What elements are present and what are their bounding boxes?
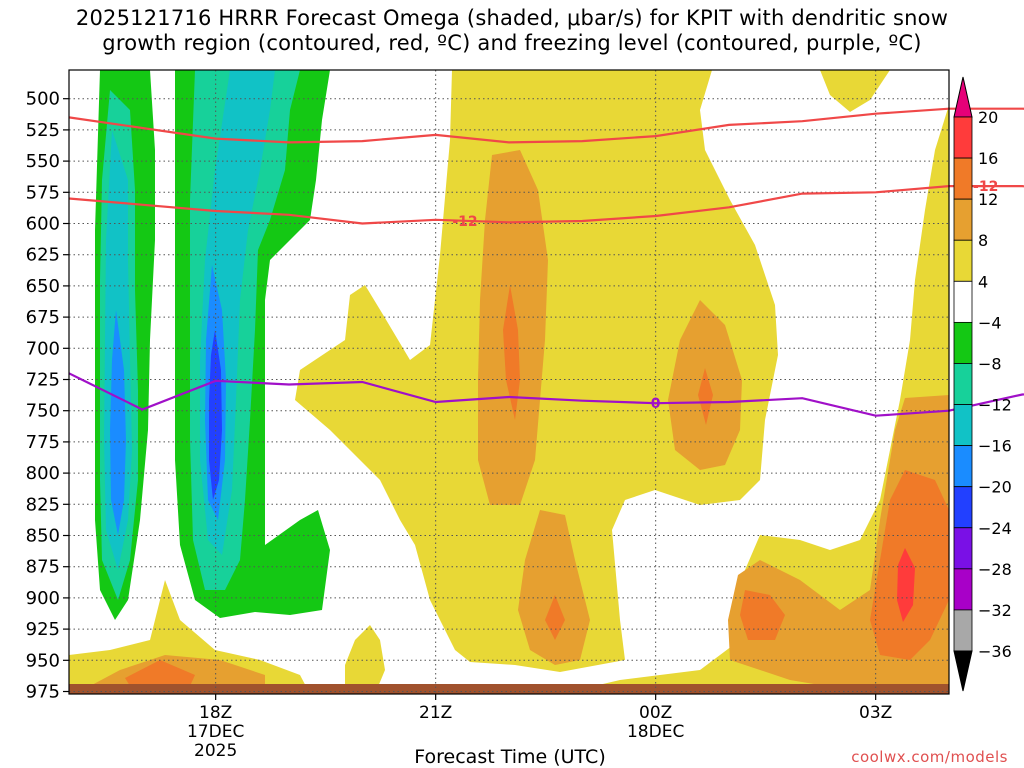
y-tick-label: 825: [26, 494, 60, 515]
x-tick-label: 18DEC: [627, 722, 684, 742]
colorbar-label: 16: [978, 149, 998, 168]
y-tick-label: 650: [26, 276, 60, 297]
plot-area: -18-12-120 50052555057560062565067570072…: [26, 69, 1024, 761]
colorbar-label: −12: [978, 396, 1012, 415]
colorbar-label: −20: [978, 478, 1012, 497]
colorbar-top-arrow: [953, 76, 973, 118]
colorbar-swatch: [953, 280, 973, 323]
contour-line: [68, 372, 1024, 417]
x-tick-label: 21Z: [419, 703, 452, 723]
omega-shade-deepblue: [209, 330, 222, 500]
omega-shade-yellow-right: [560, 105, 949, 694]
y-axis: 500 525 550 575 600 625 650 675 700 725 750 775 800 8…: [26, 89, 69, 703]
y-tick-label: 750: [26, 401, 60, 422]
y-tick-label: 875: [26, 557, 60, 578]
colorbar-label: 8: [978, 231, 988, 250]
omega-shade-blue-left: [110, 310, 126, 535]
y-tick-label: 950: [26, 650, 60, 671]
colorbar-label: 12: [978, 190, 998, 209]
colorbar-label: −4: [978, 313, 1002, 332]
x-tick-label: 03Z: [859, 703, 892, 723]
x-tick-label: 18Z: [199, 703, 232, 723]
omega-shade-deep-orange-5: [740, 590, 785, 640]
title-line-1: 2025121716 HRRR Forecast Omega (shaded, …: [75, 6, 949, 30]
temperature-contours: -18-12-120: [68, 107, 1024, 417]
contour-label: -12: [973, 179, 998, 195]
colorbar-swatch: [953, 527, 973, 570]
colorbar-label: 4: [978, 272, 988, 291]
colorbar-swatch: [953, 198, 973, 241]
colorbar-label: −24: [978, 519, 1012, 538]
gridlines: [69, 70, 949, 694]
y-tick-label: 600: [26, 214, 60, 235]
colorbar-swatch: [953, 239, 973, 282]
y-tick-label: 500: [26, 89, 60, 110]
y-tick-label: 725: [26, 370, 60, 391]
y-tick-label: 675: [26, 307, 60, 328]
colorbar-label: −36: [978, 642, 1012, 661]
plot-frame: [68, 69, 950, 695]
y-tick-label: 775: [26, 432, 60, 453]
y-tick-label: 550: [26, 151, 60, 172]
colorbar-swatch: [953, 609, 973, 652]
chart-title: 2025121716 HRRR Forecast Omega (shaded, …: [0, 6, 1024, 56]
y-tick-label: 925: [26, 619, 60, 640]
x-axis: 18Z17DEC202521Z00Z18DEC03Z06Z09Z: [187, 694, 892, 761]
y-tick-label: 525: [26, 120, 60, 141]
x-tick-label: 17DEC: [187, 722, 244, 742]
contour-label: -12: [452, 214, 477, 230]
contour-line: [68, 107, 1024, 144]
colorbar-label: −8: [978, 354, 1002, 373]
y-tick-label: 975: [26, 682, 60, 703]
x-tick-label: 00Z: [639, 703, 672, 723]
colorbar-swatch: [953, 321, 973, 364]
omega-shade-yellow-left: [69, 580, 310, 694]
colorbar: 20 16 12 8 4 −4 −8 −12 −16 −20 −24 −28 −32 −36: [953, 76, 1012, 692]
colorbar-swatch: [953, 486, 973, 529]
y-tick-label: 700: [26, 338, 60, 359]
colorbar-bottom-arrow: [953, 650, 973, 692]
omega-shade-orange-3: [518, 510, 590, 665]
contour-label: 0: [651, 396, 661, 412]
credit-text: coolwx.com/models: [851, 748, 1008, 766]
contour-line: [68, 185, 1024, 225]
y-tick-label: 800: [26, 463, 60, 484]
colorbar-swatch: [953, 116, 973, 159]
x-tick-label: 2025: [194, 741, 237, 761]
omega-shade-yellow-small: [345, 625, 385, 694]
omega-shading: [69, 70, 949, 694]
omega-shade-deep-orange-1: [503, 285, 520, 420]
colorbar-swatch: [953, 568, 973, 611]
omega-shade-yellow-upper-right: [820, 70, 890, 112]
y-tick-label: 900: [26, 588, 60, 609]
colorbar-label: 20: [978, 108, 998, 127]
terrain-band: [69, 684, 949, 694]
colorbar-label: −28: [978, 560, 1012, 579]
y-tick-label: 850: [26, 526, 60, 547]
x-axis-label: Forecast Time (UTC): [414, 746, 606, 768]
colorbar-swatch: [953, 404, 973, 447]
y-tick-label: 625: [26, 245, 60, 266]
omega-shade-deep-orange-6: [125, 660, 195, 686]
colorbar-label: −32: [978, 601, 1012, 620]
title-line-2: growth region (contoured, red, ºC) and f…: [102, 31, 922, 55]
colorbar-swatch: [953, 157, 973, 200]
colorbar-swatch: [953, 445, 973, 488]
y-tick-label: 575: [26, 182, 60, 203]
colorbar-swatch: [953, 363, 973, 405]
colorbar-label: −16: [978, 437, 1012, 456]
